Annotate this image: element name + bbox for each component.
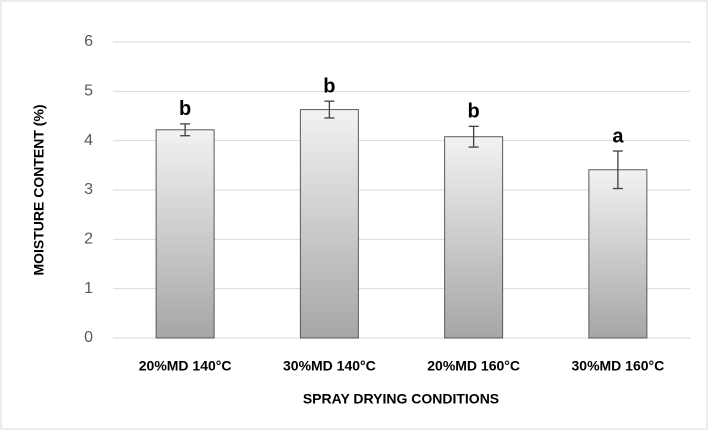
error-bar (468, 125, 479, 148)
bar (588, 169, 648, 339)
x-axis-label: SPRAY DRYING CONDITIONS (303, 391, 499, 407)
annotation: b (179, 98, 191, 120)
error-bar (324, 100, 335, 119)
annotation: b (468, 101, 480, 123)
y-tick-label: 0 (84, 329, 93, 346)
bar (299, 109, 359, 339)
x-tick-label: 30%MD 140°C (283, 358, 376, 374)
error-bar (612, 150, 623, 190)
bar (155, 129, 215, 339)
x-tick-label: 20%MD 160°C (427, 358, 520, 374)
annotation: a (612, 125, 624, 147)
error-bar (180, 123, 191, 137)
x-tick-label: 30%MD 160°C (572, 358, 665, 374)
y-tick-label: 2 (84, 231, 93, 248)
y-tick-label: 1 (84, 280, 93, 297)
x-tick-label: 20%MD 140°C (139, 358, 232, 374)
annotation: b (323, 75, 335, 97)
bar (444, 136, 504, 339)
y-tick-label: 3 (84, 181, 93, 198)
y-axis-label: MOISTURE CONTENT (%) (31, 104, 47, 275)
y-tick-label: 6 (84, 33, 93, 50)
y-tick-label: 4 (84, 132, 93, 149)
y-tick-label: 5 (84, 83, 93, 100)
